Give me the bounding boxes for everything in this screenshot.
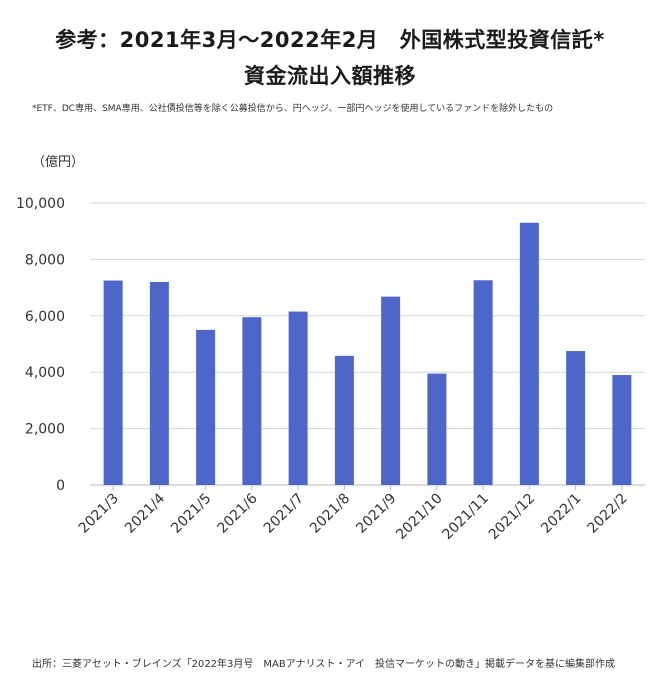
x-tick-label: 2021/5 [168, 491, 214, 537]
x-tick-label: 2021/9 [353, 491, 399, 537]
x-tick-label: 2021/12 [486, 491, 538, 543]
x-tick-label: 2021/4 [122, 490, 168, 536]
x-tick-label: 2022/1 [538, 491, 584, 537]
x-tick-label: 2021/6 [215, 490, 261, 536]
bar [334, 355, 354, 485]
x-tick-label: 2021/7 [261, 491, 307, 537]
y-tick-label: 10,000 [16, 196, 65, 212]
bar [196, 329, 216, 485]
bar [612, 375, 632, 485]
bar [427, 373, 447, 485]
bar [381, 296, 401, 485]
bar [566, 351, 586, 485]
x-tick-label: 2022/2 [585, 491, 631, 537]
bar [149, 281, 169, 485]
bar [242, 317, 262, 485]
y-tick-label: 2,000 [25, 422, 65, 438]
footnote: *ETF、DC専用、SMA専用、公社債投信等を除く公募投信から、円ヘッジ、一部円… [32, 104, 554, 114]
chart-subtitle: 資金流出入額推移 [244, 64, 416, 88]
x-tick-label: 2021/11 [440, 491, 492, 543]
y-tick-label: 0 [56, 478, 65, 494]
y-tick-label: 4,000 [25, 365, 65, 381]
y-tick-label: 6,000 [25, 309, 65, 325]
y-tick-label: 8,000 [25, 252, 65, 268]
bar [473, 280, 493, 485]
x-tick-label: 2021/8 [307, 491, 353, 537]
bar [103, 280, 123, 485]
bar [288, 311, 308, 485]
y-axis-unit-label: （億円） [32, 155, 85, 170]
source-note: 出所：三菱アセット・ブレインズ「2022年3月号 MABアナリスト・アイ 投信マ… [32, 659, 616, 670]
x-tick-label: 2021/3 [76, 491, 122, 537]
bar [519, 222, 539, 486]
x-tick-label: 2021/10 [393, 491, 445, 543]
chart-title: 参考：2021年3月～2022年2月 外国株式型投資信託* [55, 28, 605, 52]
